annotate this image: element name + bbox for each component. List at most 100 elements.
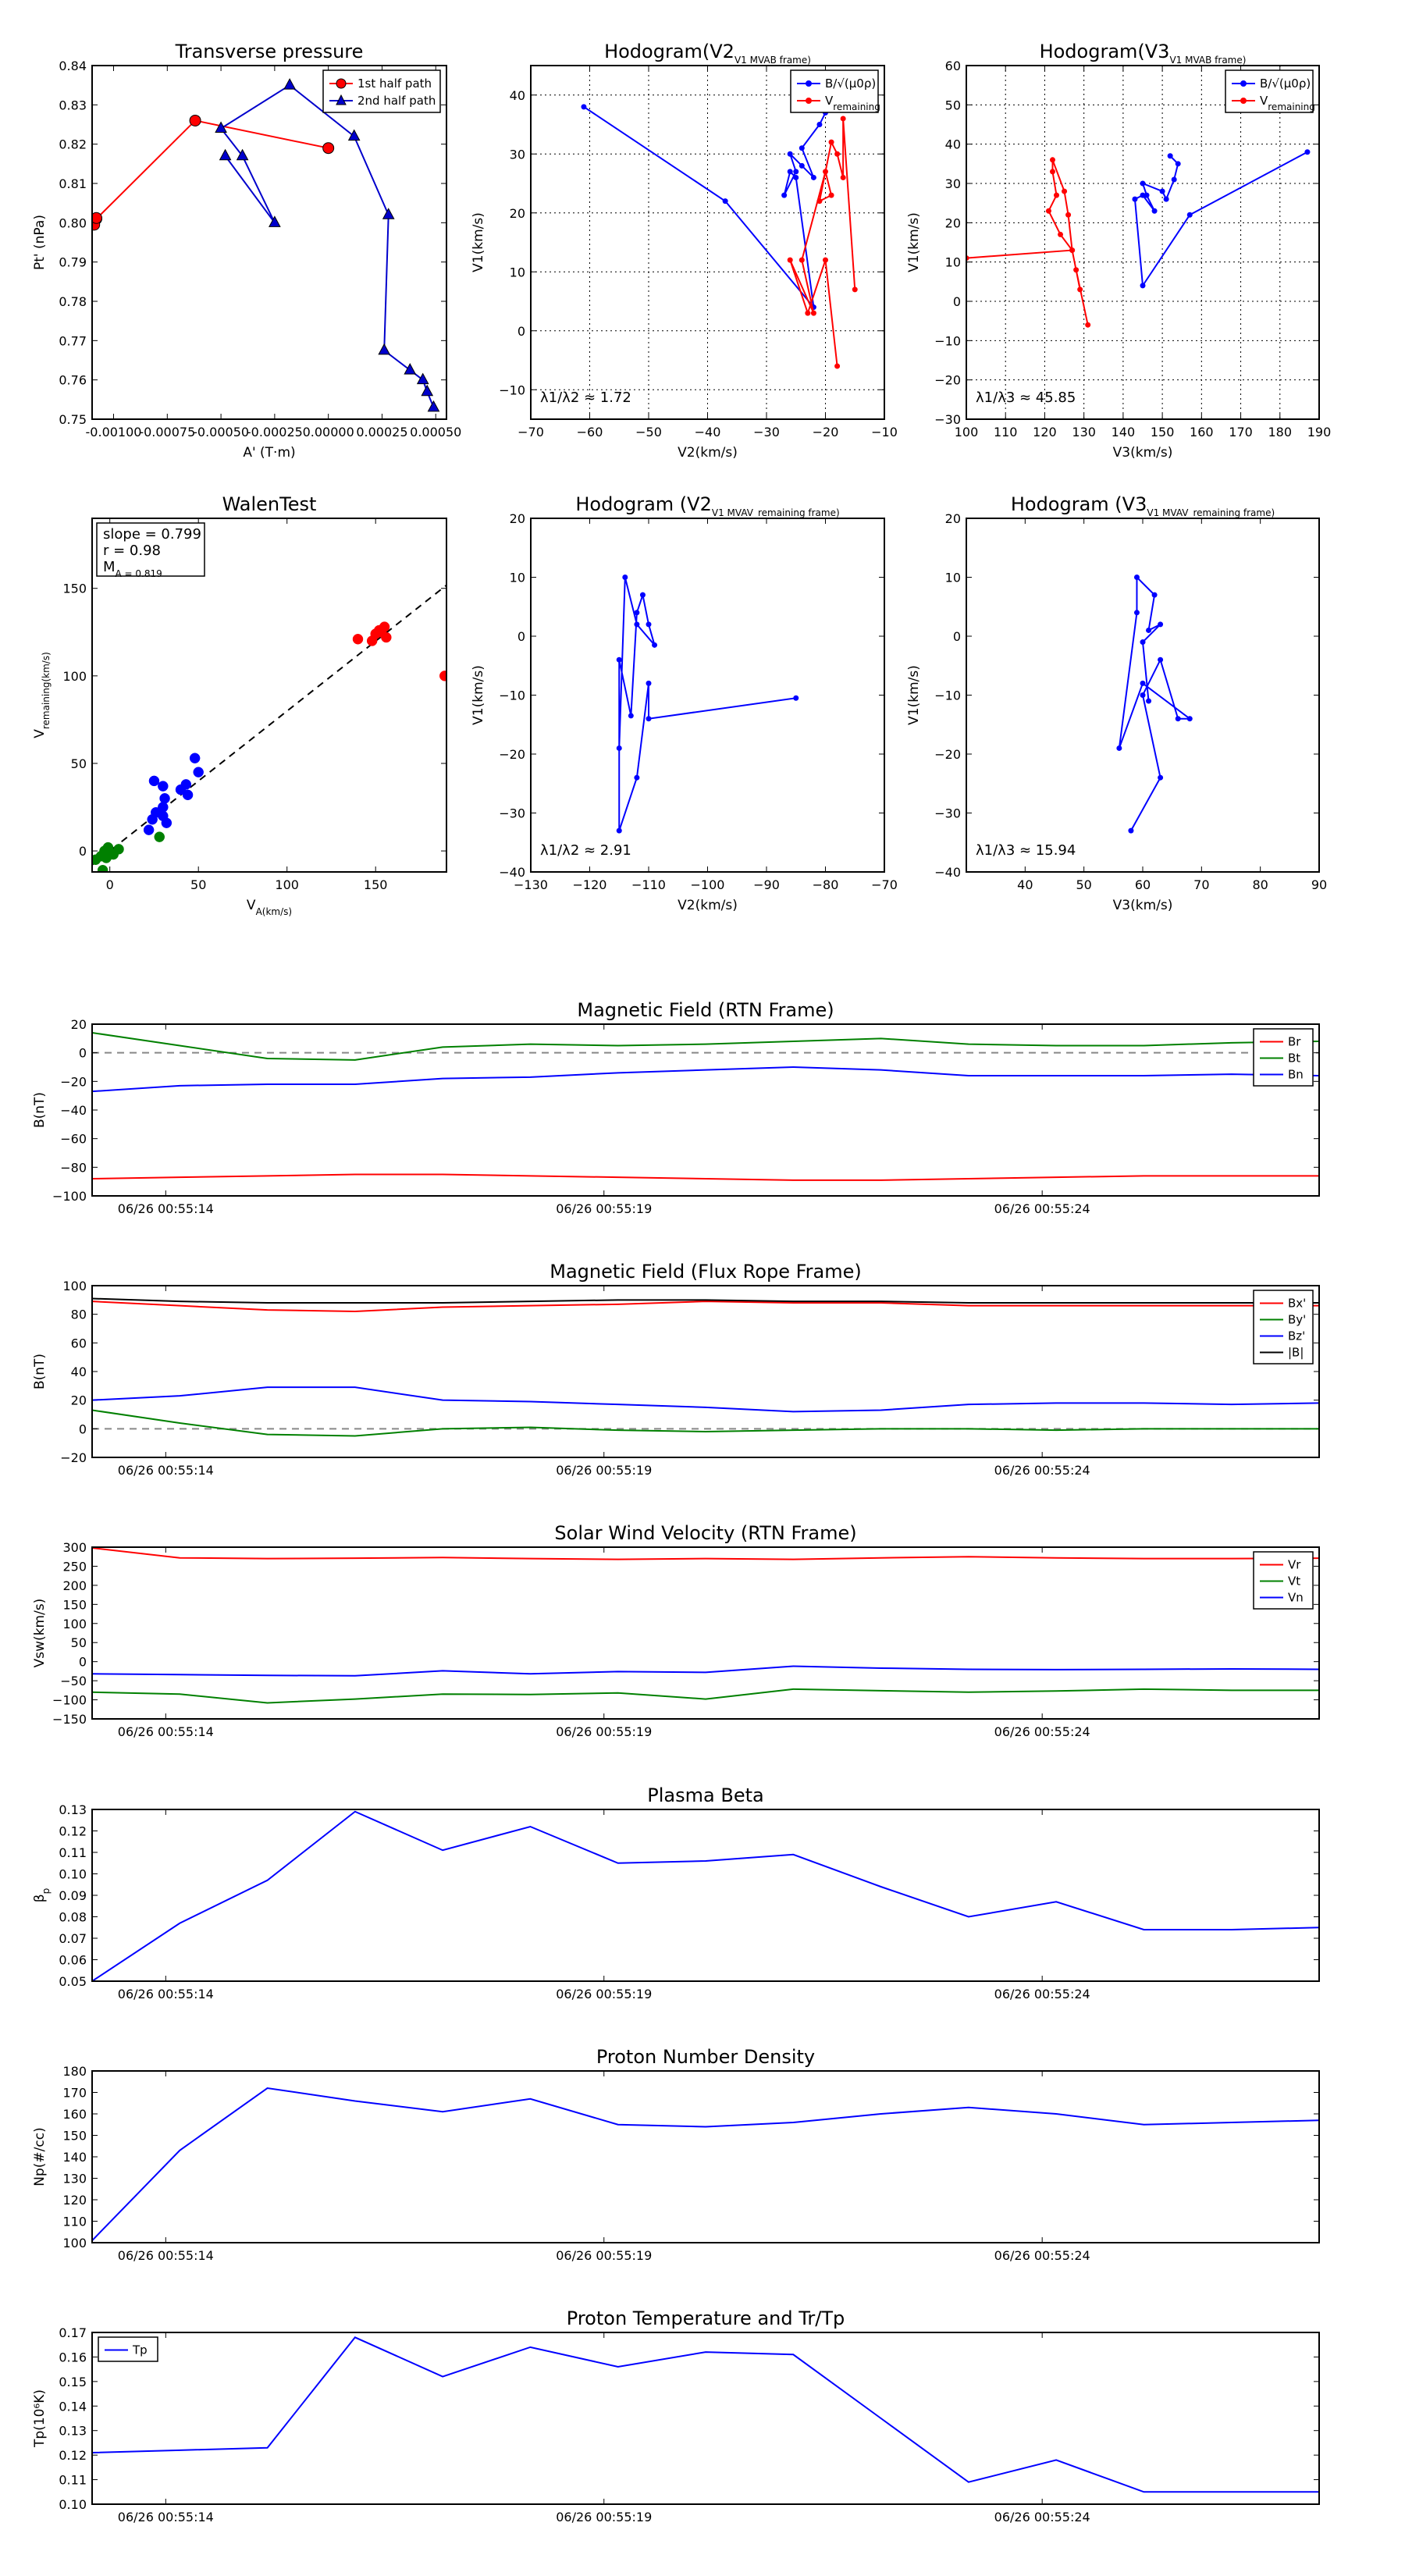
x-tick-label: 90 — [1311, 877, 1327, 892]
data-point — [322, 142, 335, 155]
data-point — [722, 198, 728, 205]
x-tick-label: −120 — [573, 877, 607, 892]
x-tick-label: 06/26 00:55:24 — [994, 1201, 1090, 1216]
y-tick-label: 50 — [71, 756, 87, 771]
y-tick-label: −20 — [934, 373, 961, 388]
y-axis-label: V1(km/s) — [471, 212, 486, 272]
y-tick-label: 10 — [945, 255, 961, 270]
x-tick-label: 0 — [106, 877, 114, 892]
y-tick-label: 0.81 — [59, 176, 87, 191]
scatter-point — [182, 789, 194, 801]
chart-title: Proton Number Density — [596, 2046, 815, 2068]
y-axis-label: V1(km/s) — [906, 212, 922, 272]
x-tick-label: 06/26 00:55:24 — [994, 1463, 1090, 1478]
y-tick-label: 0.76 — [59, 373, 87, 388]
data-point — [1133, 610, 1140, 616]
series-line-B — [92, 1297, 1319, 1304]
scatter-point — [150, 807, 162, 818]
plot-area — [92, 78, 440, 412]
data-point — [382, 208, 395, 219]
series-line-Vremaining — [789, 118, 856, 367]
series-line-Np — [92, 2087, 1319, 2241]
plot-area — [1116, 575, 1193, 834]
legend-label: Bn — [1288, 1068, 1304, 1082]
data-point — [1186, 716, 1193, 722]
y-tick-label: 0.77 — [59, 333, 87, 348]
y-axis-label: V1(km/s) — [471, 665, 486, 725]
scatter-point — [161, 817, 173, 828]
y-tick-label: −40 — [499, 865, 525, 880]
y-tick-label: 300 — [62, 1540, 87, 1555]
series-line-2ndhalfpath — [219, 84, 435, 408]
x-tick-label: 150 — [1151, 425, 1175, 439]
y-tick-label: 40 — [510, 88, 525, 103]
data-point — [347, 129, 361, 141]
data-point — [269, 215, 281, 227]
data-point — [1069, 247, 1076, 254]
y-tick-label: 100 — [62, 1279, 87, 1293]
legend-label: 1st half path — [357, 76, 432, 91]
x-tick-label: 80 — [1252, 877, 1268, 892]
data-point — [787, 151, 793, 157]
data-point — [215, 121, 227, 133]
data-point — [646, 680, 652, 686]
chart-beta: Plasma Beta 06/26 00:55:14 06/26 00:55:19 0… — [32, 1784, 1320, 2001]
x-tick-label: 06/26 00:55:14 — [118, 1201, 214, 1216]
chart-title: Transverse pressure — [175, 41, 364, 62]
plot-frame — [91, 1023, 1320, 1197]
x-tick-label: 150 — [364, 877, 388, 892]
series-line-B0 — [583, 76, 838, 310]
y-tick-label: 150 — [62, 582, 87, 596]
chart-hodo2: Hodogram(V3V1 MVAB frame)100 110 120 130 140… — [906, 41, 1331, 461]
legend-box — [1225, 69, 1314, 113]
x-tick-label: 06/26 00:55:14 — [118, 1724, 214, 1739]
x-tick-label: 180 — [1268, 425, 1293, 439]
x-tick-label: 190 — [1307, 425, 1332, 439]
data-point — [1146, 698, 1152, 704]
data-point — [427, 400, 440, 412]
lambda-annotation: λ1/λ2 ≈ 1.72 — [540, 390, 631, 406]
y-tick-label: 20 — [945, 511, 961, 526]
y-tick-label: 150 — [62, 2129, 87, 2144]
data-point — [1049, 169, 1055, 175]
y-tick-label: −40 — [934, 865, 961, 880]
x-tick-label: 40 — [1017, 877, 1033, 892]
scatter-point — [158, 781, 169, 792]
data-point — [378, 343, 391, 355]
y-tick-label: −60 — [60, 1132, 87, 1147]
legend-label: |B| — [1288, 1346, 1304, 1360]
scatter-point — [143, 824, 155, 835]
y-tick-label: 60 — [71, 1336, 87, 1350]
data-point — [1065, 212, 1072, 218]
data-point — [421, 384, 434, 397]
lambda-annotation: λ1/λ3 ≈ 15.94 — [976, 842, 1076, 859]
x-tick-label: 06/26 00:55:14 — [118, 1987, 214, 2001]
x-tick-label: 70 — [1193, 877, 1209, 892]
y-tick-label: 200 — [62, 1578, 87, 1593]
y-tick-label: −40 — [60, 1103, 87, 1118]
plot-frame — [530, 65, 885, 420]
data-point — [1049, 157, 1055, 163]
series-line-1sthalfpath — [93, 119, 329, 226]
scatter-point — [154, 831, 165, 842]
y-tick-label: −20 — [499, 747, 525, 762]
x-tick-label: −50 — [635, 425, 662, 439]
y-tick-label: 0 — [79, 1655, 87, 1670]
y-tick-label: 150 — [62, 1597, 87, 1612]
x-tick-label: −90 — [753, 877, 780, 892]
data-point — [1116, 745, 1122, 751]
data-point — [189, 114, 201, 126]
x-tick-label: 06/26 00:55:14 — [118, 2510, 214, 2524]
x-tick-label: -0.00025 — [247, 425, 303, 439]
y-tick-label: 0.17 — [59, 2325, 87, 2340]
lambda-annotation: λ1/λ3 ≈ 45.85 — [976, 390, 1076, 406]
y-tick-label: 0 — [79, 844, 87, 859]
y-tick-label: 10 — [510, 571, 525, 585]
data-point — [1167, 153, 1173, 159]
y-tick-label: −100 — [52, 1693, 87, 1708]
chart-title: Hodogram(V2V1 MVAB frame) — [604, 41, 811, 66]
series-line-Br — [92, 1173, 1319, 1181]
scatter-point — [352, 633, 364, 645]
chart-tp2: Proton Temperature and Tr/Tp 06/26 00:55:… — [32, 2307, 1320, 2524]
data-point — [1304, 149, 1311, 155]
